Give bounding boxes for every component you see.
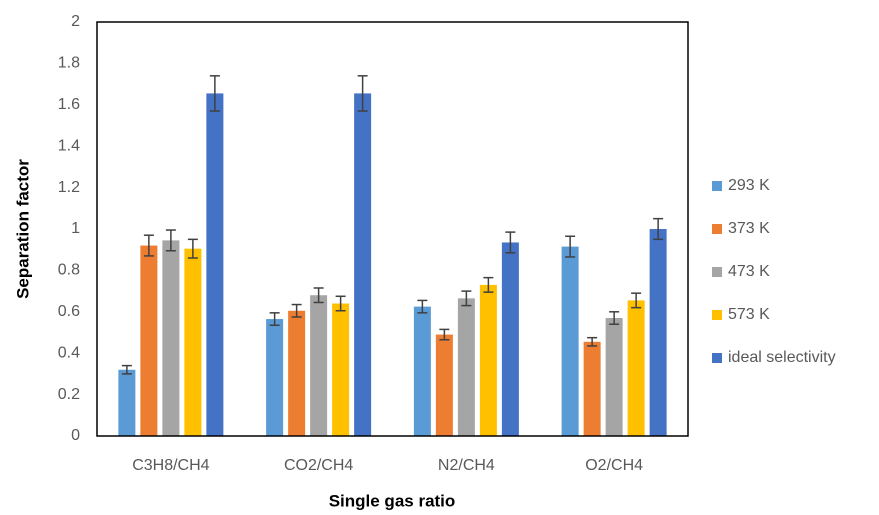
x-axis-title: Single gas ratio <box>329 491 456 510</box>
x-tick-label: N2/CH4 <box>438 457 495 474</box>
legend-swatch <box>712 181 722 191</box>
error-bar <box>165 229 176 252</box>
y-axis-title: Separation factor <box>13 159 32 299</box>
error-bar <box>269 312 280 327</box>
y-tick-label: 1 <box>71 220 80 237</box>
y-tick-label: 1.4 <box>58 137 80 154</box>
y-tick-label: 0.6 <box>58 303 80 320</box>
error-bar <box>187 238 198 259</box>
error-bar <box>653 217 664 241</box>
bar <box>118 369 136 436</box>
error-bar <box>121 364 132 375</box>
error-bar <box>417 299 428 314</box>
legend-label: ideal selectivity <box>728 349 836 366</box>
bar <box>649 229 667 436</box>
x-tick-label: CO2/CH4 <box>284 457 353 474</box>
legend-label: 573 K <box>728 306 770 323</box>
y-tick-label: 0.4 <box>58 344 80 361</box>
legend-label: 373 K <box>728 220 770 237</box>
bar <box>332 303 350 436</box>
plot-frame <box>96 21 689 437</box>
legend-label: 473 K <box>728 263 770 280</box>
error-bar <box>313 287 324 304</box>
y-tick-label: 0 <box>71 427 80 444</box>
bar <box>413 306 431 436</box>
y-tick-label: 1.2 <box>58 179 80 196</box>
legend-swatch <box>712 224 722 234</box>
error-bar <box>565 235 576 258</box>
legend-swatch <box>712 310 722 320</box>
x-tick-label: O2/CH4 <box>585 457 643 474</box>
bar <box>184 248 202 436</box>
bar <box>310 295 328 436</box>
error-bar <box>461 290 472 307</box>
error-bar <box>357 75 368 112</box>
bar <box>354 93 372 436</box>
bar <box>583 341 601 436</box>
bar <box>266 319 284 436</box>
error-bar <box>483 276 494 293</box>
legend-swatch <box>712 353 722 363</box>
error-bar <box>209 75 220 112</box>
legend-label: 293 K <box>728 177 770 194</box>
error-bar <box>335 295 346 312</box>
y-tick-label: 1.8 <box>58 55 80 72</box>
x-tick-label: C3H8/CH4 <box>132 457 209 474</box>
error-bar <box>587 336 598 347</box>
bar <box>206 93 224 436</box>
y-tick-label: 0.2 <box>58 386 80 403</box>
legend-swatch <box>712 267 722 277</box>
bar <box>288 310 306 436</box>
y-tick-label: 1.6 <box>58 96 80 113</box>
bar <box>435 334 453 436</box>
error-bar <box>609 311 620 325</box>
error-bar <box>505 231 516 254</box>
error-bar <box>631 292 642 309</box>
error-bar <box>291 303 302 318</box>
y-tick-label: 2 <box>71 13 80 30</box>
bar <box>457 298 475 436</box>
bar <box>479 284 497 436</box>
error-bar <box>143 234 154 257</box>
error-bar <box>439 328 450 341</box>
bar <box>605 318 623 436</box>
y-tick-label: 0.8 <box>58 262 80 279</box>
bar <box>501 242 519 436</box>
bar <box>162 240 180 436</box>
bar <box>627 300 645 436</box>
bar <box>140 245 158 436</box>
bar <box>561 246 579 436</box>
